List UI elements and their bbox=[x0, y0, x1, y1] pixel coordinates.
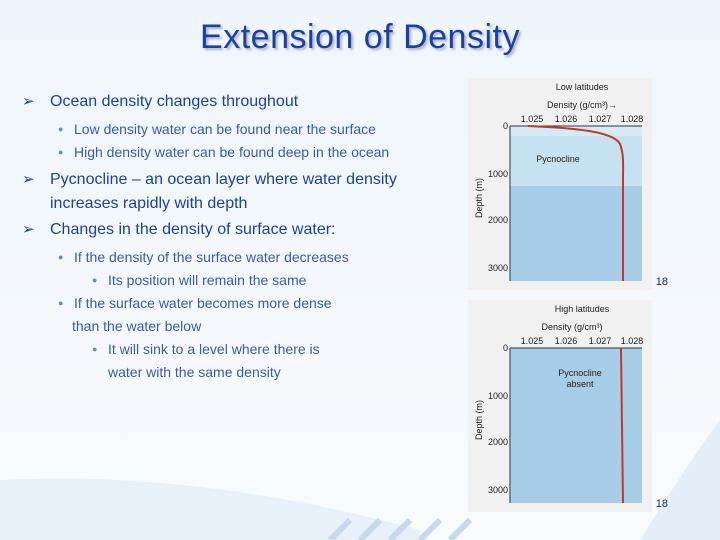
page-number: 18 bbox=[655, 498, 668, 510]
region-label: High latitudes bbox=[555, 304, 610, 314]
x-tick-label: 1.027 bbox=[589, 114, 612, 124]
sub-bullet-text: Low density water can be found near the … bbox=[74, 121, 376, 137]
density-curve bbox=[620, 347, 624, 504]
y-tick-label: 3000 bbox=[488, 485, 508, 495]
dot-bullet-icon: ● bbox=[58, 252, 64, 262]
page-number: 18 bbox=[655, 276, 668, 288]
y-tick-label: 3000 bbox=[488, 263, 508, 273]
pycnocline-label: Pycnocline bbox=[558, 368, 602, 378]
y-tick-label: 2000 bbox=[488, 437, 508, 447]
x-axis-title: Density (g/cm³) bbox=[541, 322, 602, 332]
region-label: Low latitudes bbox=[556, 82, 609, 92]
bullet-list: ➢ Ocean density changes throughout ● Low… bbox=[22, 90, 467, 384]
bullet-text: increases rapidly with depth bbox=[50, 195, 248, 212]
arrow-bullet-icon: ➢ bbox=[22, 93, 35, 110]
sub-bullet-text: High density water can be found deep in … bbox=[74, 144, 390, 160]
pycnocline-label: Pycnocline bbox=[536, 154, 580, 164]
dot-bullet-icon: ● bbox=[58, 124, 64, 134]
y-tick-label: 1000 bbox=[488, 169, 508, 179]
y-tick-label: 0 bbox=[503, 121, 508, 131]
y-tick-label: 1000 bbox=[488, 391, 508, 401]
density-profile-high-latitudes: High latitudes Density (g/cm³) 1.025 1.0… bbox=[468, 300, 652, 512]
sub-bullet: ● If the surface water becomes more dens… bbox=[22, 292, 467, 315]
deep-water-zone bbox=[510, 186, 642, 281]
dot-bullet-icon: ● bbox=[58, 298, 64, 308]
y-axis-title: Depth (m) bbox=[474, 400, 484, 440]
x-tick-label: 1.025 bbox=[521, 114, 544, 124]
sub-bullet: ● Low density water can be found near th… bbox=[22, 118, 467, 141]
x-tick-label: 1.026 bbox=[555, 114, 578, 124]
x-tick-label: 1.028 bbox=[621, 336, 644, 346]
sub-bullet-continuation: than the water below bbox=[72, 318, 202, 334]
water-column bbox=[510, 348, 642, 503]
sub-sub-bullet: ● Its position will remain the same bbox=[22, 269, 467, 292]
y-tick-label: 2000 bbox=[488, 215, 508, 225]
y-tick-label: 0 bbox=[503, 343, 508, 353]
sub-sub-bullet: ● It will sink to a level where there is bbox=[22, 338, 467, 361]
bullet-continuation: increases rapidly with depth bbox=[22, 192, 467, 216]
bullet-text: Pycnocline – an ocean layer where water … bbox=[50, 171, 397, 188]
dot-bullet-icon: ● bbox=[58, 147, 64, 157]
x-tick-label: 1.027 bbox=[589, 336, 612, 346]
sub-bullet: ● If the density of the surface water de… bbox=[22, 246, 467, 269]
x-tick-label: 1.026 bbox=[555, 336, 578, 346]
bullet-text: Ocean density changes throughout bbox=[50, 93, 299, 110]
sub-sub-bullet-text: Its position will remain the same bbox=[108, 272, 307, 288]
sub-sub-bullet-continuation: water with the same density bbox=[108, 364, 281, 380]
sub-bullet-text: If the surface water becomes more dense bbox=[74, 295, 332, 311]
sub-sub-bullet-text: It will sink to a level where there is bbox=[108, 341, 320, 357]
arrow-bullet-icon: ➢ bbox=[22, 171, 35, 188]
absent-label: absent bbox=[566, 379, 594, 389]
bullet-ocean-density: ➢ Ocean density changes throughout bbox=[22, 90, 467, 114]
dot-bullet-icon: ● bbox=[92, 275, 98, 285]
sub-bullet-text: If the density of the surface water decr… bbox=[74, 249, 349, 265]
dot-bullet-icon: ● bbox=[92, 344, 98, 354]
x-tick-label: 1.028 bbox=[621, 114, 644, 124]
arrow-bullet-icon: ➢ bbox=[22, 221, 35, 238]
slide-title: Extension of Density bbox=[200, 18, 520, 56]
bullet-pycnocline: ➢ Pycnocline – an ocean layer where wate… bbox=[22, 168, 467, 192]
x-axis-title: Density (g/cm³)→ bbox=[547, 100, 617, 110]
density-profile-low-latitudes: Low latitudes Density (g/cm³)→ 1.025 1.0… bbox=[468, 78, 652, 290]
sub-bullet: ● High density water can be found deep i… bbox=[22, 141, 467, 164]
x-tick-label: 1.025 bbox=[521, 336, 544, 346]
y-axis-title: Depth (m) bbox=[474, 178, 484, 218]
bullet-surface-density: ➢ Changes in the density of surface wate… bbox=[22, 218, 467, 242]
density-curve bbox=[527, 125, 625, 281]
bullet-text: Changes in the density of surface water: bbox=[50, 221, 336, 238]
